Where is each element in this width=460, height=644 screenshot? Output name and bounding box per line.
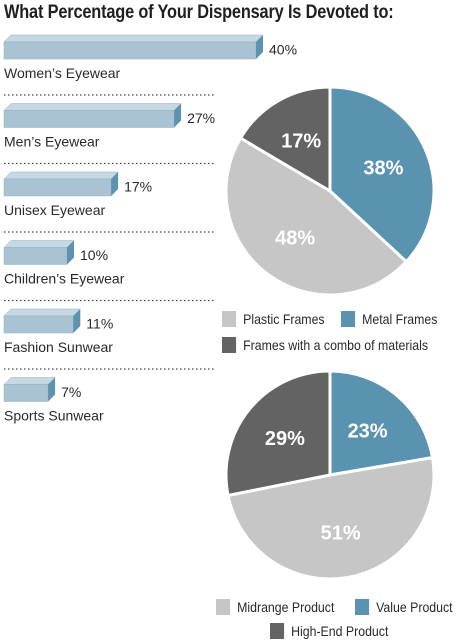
bar bbox=[3, 41, 257, 60]
bar-category-label: Unisex Eyewear bbox=[4, 202, 105, 218]
bar-category-label: Fashion Sunwear bbox=[4, 339, 113, 355]
bar-side-face bbox=[174, 103, 182, 128]
legend-item-high-end: High-End Product bbox=[270, 623, 388, 639]
legend-item-combo-frames: Frames with a combo of materials bbox=[222, 337, 428, 353]
bar-value-label: 11% bbox=[86, 316, 113, 332]
bar-side-face bbox=[256, 35, 263, 59]
pie-slice-plastic-frames bbox=[224, 136, 409, 297]
pie-value-label: 17% bbox=[281, 130, 321, 152]
pie-slice-frames-with-a-combo-of-materials bbox=[238, 88, 332, 194]
bar-value-label: 17% bbox=[124, 179, 152, 195]
bar-value-label: 10% bbox=[80, 247, 108, 263]
bar bbox=[3, 384, 49, 402]
bar-group-womens-eyewear: 40% Women’s Eyewear bbox=[3, 34, 297, 96]
legend-swatch-dark-gray bbox=[222, 337, 237, 353]
bar-group-unisex-eyewear: 17% Unisex Eyewear bbox=[3, 171, 214, 233]
pie-value-label: 51% bbox=[321, 522, 361, 544]
legend-item-midrange: Midrange Product bbox=[216, 599, 334, 615]
bar bbox=[3, 110, 175, 128]
legend-item-metal-frames: Metal Frames bbox=[341, 311, 437, 327]
legend-item-plastic-frames: Plastic Frames bbox=[222, 311, 325, 327]
product-pie-chart: 23% 51% 29% bbox=[224, 372, 436, 581]
legend-swatch-blue bbox=[341, 311, 356, 327]
legend-label: Value Product bbox=[376, 599, 453, 615]
pie-value-label: 38% bbox=[363, 158, 403, 180]
pie-value-label: 23% bbox=[348, 421, 388, 443]
legend-swatch-blue bbox=[355, 599, 370, 615]
bar-top-face bbox=[3, 171, 119, 180]
legend-label: Frames with a combo of materials bbox=[243, 337, 428, 353]
bar-category-label: Children’s Eyewear bbox=[4, 271, 125, 287]
legend-swatch-light-gray bbox=[216, 599, 231, 615]
bar bbox=[3, 315, 74, 334]
pie-slice-value-product bbox=[328, 372, 435, 477]
bar-group-fashion-sunwear: 11% Fashion Sunwear bbox=[3, 308, 214, 370]
bar-group-sports-sunwear: 7% Sports Sunwear bbox=[3, 377, 104, 424]
bar-top-face bbox=[3, 240, 75, 248]
bar-top-face bbox=[3, 377, 56, 385]
bar-group-childrens-eyewear: 10% Children’s Eyewear bbox=[3, 240, 214, 302]
legend-label: Plastic Frames bbox=[243, 311, 325, 327]
bar-value-label: 7% bbox=[61, 384, 81, 400]
bar-side-face bbox=[67, 240, 74, 265]
bar-group-mens-eyewear: 27% Men’s Eyewear bbox=[3, 103, 215, 165]
pie-value-label: 48% bbox=[275, 228, 315, 250]
legend-label: Midrange Product bbox=[237, 599, 335, 615]
bar bbox=[3, 247, 68, 265]
legend-swatch-light-gray bbox=[222, 311, 237, 327]
bar-category-label: Men’s Eyewear bbox=[4, 134, 100, 150]
bar-category-label: Sports Sunwear bbox=[4, 408, 104, 424]
pie-value-label: 29% bbox=[265, 428, 305, 450]
bar-top-face bbox=[3, 34, 264, 43]
bar-value-label: 40% bbox=[269, 42, 297, 58]
pie-slice-midrange-product bbox=[226, 455, 436, 581]
bar-side-face bbox=[111, 172, 119, 196]
legend-label: Metal Frames bbox=[362, 311, 438, 327]
legend-item-value: Value Product bbox=[355, 599, 453, 615]
bar-side-face bbox=[73, 309, 81, 333]
bar-top-face bbox=[3, 103, 182, 111]
pie-slice-metal-frames bbox=[328, 88, 436, 264]
bar-side-face bbox=[48, 377, 56, 402]
frames-pie-chart: 38% 48% 17% bbox=[224, 88, 436, 297]
bar-value-label: 27% bbox=[187, 110, 215, 126]
legend-label: High-End Product bbox=[291, 623, 389, 639]
pie-slice-high-end-product bbox=[224, 372, 332, 498]
bar-category-label: Women’s Eyewear bbox=[4, 65, 121, 81]
chart-title: What Percentage of Your Dispensary Is De… bbox=[4, 2, 394, 23]
bar bbox=[3, 178, 112, 197]
bar-top-face bbox=[3, 308, 81, 317]
legend-swatch-dark-gray bbox=[270, 623, 285, 639]
